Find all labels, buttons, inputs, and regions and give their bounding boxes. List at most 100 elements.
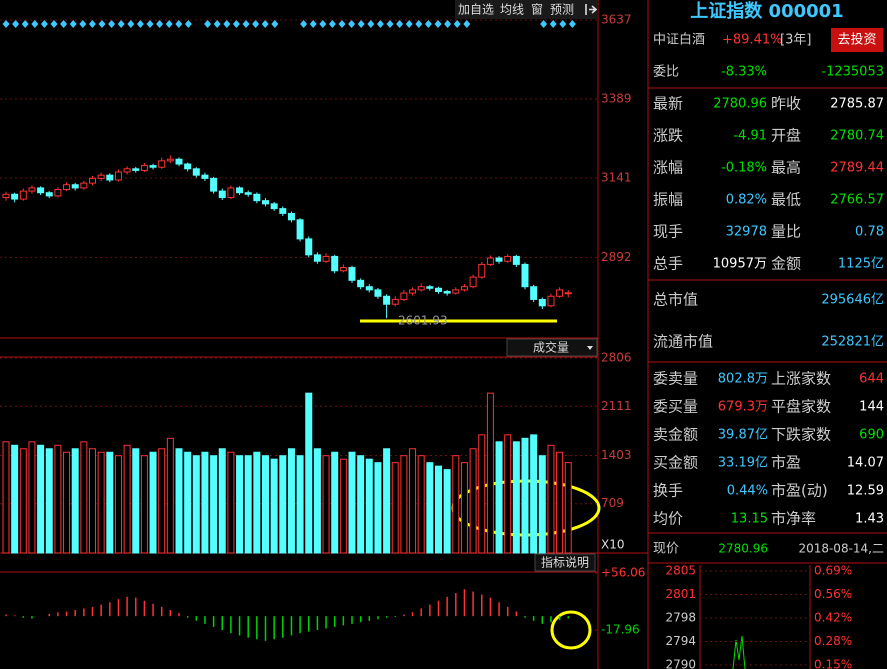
marker-diamond	[396, 20, 404, 28]
volume-bar	[132, 448, 140, 554]
volume-bar	[339, 458, 347, 554]
candle-body	[400, 292, 408, 300]
candle-body	[339, 267, 347, 272]
ratio-diff: -1235053	[821, 65, 884, 80]
candle-body	[556, 289, 564, 297]
volume-bar	[218, 448, 226, 554]
candle-body	[538, 298, 546, 307]
marker-diamond	[204, 20, 212, 28]
volume-bar	[28, 441, 36, 554]
field-label: 流通市值	[653, 333, 713, 351]
volume-bar	[322, 455, 330, 554]
field-value: 0.44%	[727, 484, 768, 499]
low-label: 2601.93	[398, 314, 448, 328]
candle-body	[452, 289, 460, 294]
field-label: 平盘家数	[771, 398, 831, 416]
marker-diamond	[60, 20, 68, 28]
invest-button[interactable]	[831, 28, 883, 52]
volume-bar	[184, 451, 192, 554]
marker-diamond	[98, 20, 106, 28]
candle-body	[495, 257, 503, 262]
volume-bar	[547, 444, 555, 554]
volume-bar	[469, 448, 477, 554]
toolbar-button[interactable]: 窗	[531, 3, 543, 17]
candle-body	[374, 289, 382, 297]
volume-bar	[504, 434, 512, 554]
field-value: 33.19亿	[718, 456, 768, 471]
field-label: 现手	[653, 223, 683, 241]
field-value: 679.3万	[718, 400, 768, 415]
exit-icon[interactable]	[585, 4, 598, 15]
field-value: 1.43	[855, 512, 884, 527]
ratio-label: 委比	[653, 65, 679, 80]
field-label: 最高	[771, 159, 801, 177]
candle-body	[460, 286, 468, 291]
marker-diamond	[175, 20, 183, 28]
marker-diamond	[213, 20, 221, 28]
volume-bar	[227, 451, 235, 554]
volume-bar	[348, 451, 356, 554]
candle-body	[313, 254, 321, 262]
candle-body	[89, 177, 96, 184]
marker-diamond	[184, 20, 192, 28]
indicator-help-label[interactable]: 指标说明	[541, 555, 589, 570]
volume-bar	[149, 451, 157, 554]
candle-body	[227, 187, 235, 198]
field-label: 最新	[653, 95, 683, 113]
volume-bar	[564, 462, 572, 554]
volume-bar	[556, 451, 564, 554]
volume-bar	[478, 434, 486, 554]
candle-body	[253, 193, 261, 202]
field-value: 2766.57	[830, 193, 884, 208]
candle-body	[106, 174, 114, 181]
field-label: 涨幅	[653, 159, 683, 177]
toolbar-button[interactable]: 均线	[500, 3, 524, 17]
candle-body	[201, 174, 209, 179]
now-date: 2018-08-14,二	[798, 542, 884, 556]
volume-bar	[166, 437, 174, 554]
volume-bar	[495, 441, 503, 554]
field-label: 开盘	[771, 127, 801, 145]
volume-bar	[426, 462, 434, 554]
y-tick-label: -17.96	[601, 622, 640, 636]
marker-diamond	[108, 20, 116, 28]
indicator-help[interactable]	[534, 553, 596, 572]
volume-bar	[530, 434, 538, 554]
candle-body	[149, 165, 157, 168]
invest-button-label[interactable]: 去投资	[837, 32, 876, 48]
mini-axis-label: 2794	[665, 634, 696, 648]
candle-body	[365, 286, 373, 291]
mini-axis-label: 0.28%	[814, 634, 852, 648]
volume-bar	[262, 455, 269, 554]
field-value: 1125亿	[838, 257, 884, 272]
volume-bar	[452, 455, 460, 554]
promo-period: [3年]	[780, 33, 811, 48]
volume-bar	[158, 448, 166, 554]
selector[interactable]	[506, 338, 598, 357]
field-label: 最低	[771, 191, 801, 209]
y-tick-label: 2892	[601, 250, 632, 264]
candle-body	[426, 286, 434, 289]
volume-bar	[123, 444, 131, 554]
candle-body	[521, 263, 529, 288]
field-value: 12.59	[847, 484, 884, 499]
field-value: -0.18%	[721, 161, 767, 176]
candle-body	[469, 276, 477, 288]
candle-body	[504, 255, 512, 262]
candle-body	[175, 158, 183, 165]
marker-diamond	[242, 20, 250, 28]
volume-bar	[192, 455, 200, 554]
dropdown-icon	[587, 346, 593, 350]
field-label: 市盈	[771, 454, 801, 472]
marker-diamond	[549, 20, 557, 28]
field-value: 0.78	[855, 225, 884, 240]
volume-bar	[486, 392, 494, 554]
selector-label[interactable]: 成交量	[533, 340, 569, 355]
volume-bar	[365, 458, 373, 554]
field-label: 昨收	[771, 95, 801, 113]
toolbar-button[interactable]: 加自选	[458, 3, 494, 17]
field-value: 2789.44	[830, 161, 884, 176]
marker-diamond	[348, 20, 356, 28]
toolbar-button[interactable]: 预测	[550, 3, 574, 17]
